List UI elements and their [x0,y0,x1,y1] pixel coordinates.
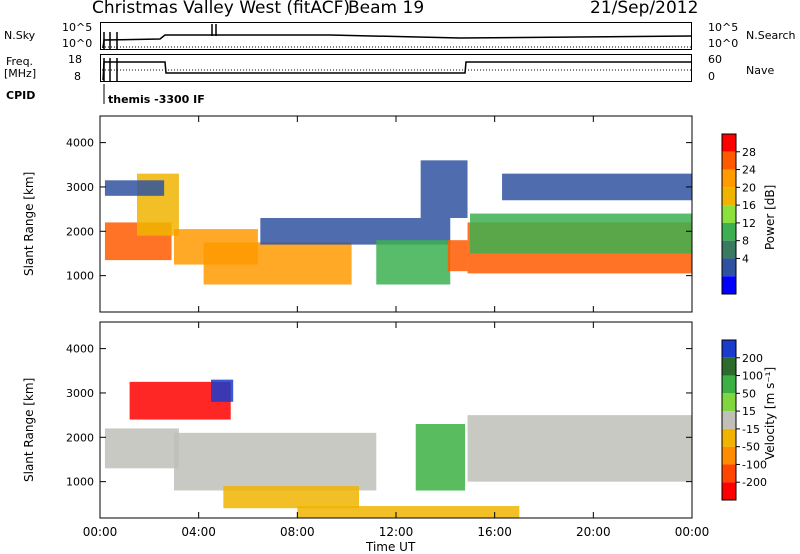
velocity-colorbar-tick-label: 100 [742,370,763,383]
power-colorbar-swatch [722,187,736,206]
velocity-colorbar-tick-label: -200 [742,476,767,489]
velocity-colorbar-tick-label: -15 [742,423,760,436]
power-colorbar-label: Power [dB] [763,184,777,250]
power-colorbar-tick-label: 16 [742,199,756,212]
power-colorbar-tick-label: 20 [742,181,756,194]
velocity-ytick-label: 1000 [66,476,94,489]
x-axis-label: Time UT [366,540,416,554]
velocity-colorbar-tick-label: 50 [742,387,756,400]
freq-right-label: Nave [746,64,775,77]
freq-left-label-2: [MHz] [4,67,37,80]
velocity-ytick-label: 2000 [66,431,94,444]
velocity-region-5 [415,423,466,491]
power-colorbar-tick-label: 12 [742,217,756,230]
velocity-region-3 [211,379,234,402]
velocity-colorbar-tick-label: 15 [742,405,756,418]
velocity-region-0 [104,428,179,469]
velocity-colorbar-tick-label: -100 [742,458,767,471]
velocity-ytick-label: 4000 [66,343,94,356]
power-colorbar-swatch [722,276,736,294]
velocity-colorbar-swatch [722,446,736,465]
power-colorbar-frame [721,133,737,295]
velocity-colorbar-tick-label: 200 [742,352,763,365]
freq-left-label-1: Freq. [6,55,34,68]
power-colorbar-swatch [722,205,736,223]
x-tick-label: 20:00 [576,525,611,539]
power-colorbar-swatch [722,258,736,277]
power-colorbar-tick-label: 28 [742,146,756,159]
power-region-11 [502,173,692,201]
power-colorbar-swatch [722,134,736,152]
velocity-colorbar-tick-label: -50 [742,441,760,454]
power-colorbar-swatch [722,151,736,170]
velocity-colorbar-swatch [722,411,736,429]
freq-left-tick-bottom: 8 [74,70,81,83]
x-tick-label: 00:00 [675,525,710,539]
power-ytick-label: 2000 [66,225,94,238]
velocity-colorbar-label: Velocity [m s⁻¹] [763,366,777,460]
velocity-colorbar-swatch [722,393,736,412]
power-region-8 [447,240,468,272]
velocity-colorbar-frame [721,339,737,501]
power-ytick-label: 3000 [66,181,94,194]
velocity-colorbar-swatch [722,482,736,500]
power-region-10 [470,213,692,254]
power-colorbar-tick-label: 24 [742,164,756,177]
freq-left-tick-top: 18 [68,53,82,66]
velocity-colorbar-swatch [722,375,736,394]
freq-right-tick-bottom: 0 [708,70,715,83]
date-title: 21/Sep/2012 [590,0,699,18]
power-colorbar-swatch [722,169,736,188]
power-colorbar-tick-label: 8 [742,235,749,248]
noise-left-tick-top: 10^5 [62,21,93,34]
velocity-colorbar-swatch [722,464,736,483]
noise-right-label: N.Search [746,29,796,42]
freq-panel [100,54,692,82]
cpid-value: themis -3300 IF [108,93,205,106]
power-colorbar-tick-label: 4 [742,252,749,265]
frequency-line [102,61,692,81]
power-region-4 [203,242,352,285]
noise-sky-line [102,34,693,49]
velocity-region-7 [297,506,520,518]
velocity-colorbar-swatch [722,340,736,358]
velocity-region-4 [223,486,359,509]
velocity-region-1 [174,432,377,491]
power-ytick-label: 1000 [66,270,94,283]
power-colorbar-swatch [722,240,736,259]
cpid-label: CPID [6,89,36,102]
x-tick-label: 08:00 [280,525,315,539]
x-tick-label: 16:00 [477,525,512,539]
x-tick-label: 12:00 [379,525,414,539]
station-title: Christmas Valley West (fitACF) [92,0,351,18]
noise-right-tick-bottom: 10^0 [708,37,739,50]
x-tick-label: 04:00 [181,525,216,539]
velocity-ylabel: Slant Range [km] [22,377,36,482]
power-region-6 [376,240,451,285]
velocity-colorbar-swatch [722,357,736,376]
noise-right-tick-top: 10^5 [708,21,739,34]
noise-left-label: N.Sky [4,29,36,42]
freq-right-tick-top: 60 [708,53,722,66]
noise-left-tick-bottom: 10^0 [62,37,93,50]
velocity-colorbar-swatch [722,428,736,447]
x-tick-label: 00:00 [83,525,118,539]
power-region-2 [104,180,165,196]
beam-title: Beam 19 [348,0,425,18]
power-colorbar-swatch [722,222,736,241]
power-ytick-label: 4000 [66,137,94,150]
velocity-region-6 [467,415,692,482]
velocity-ytick-label: 3000 [66,387,94,400]
power-region-7 [420,160,468,218]
power-ylabel: Slant Range [km] [22,171,36,276]
